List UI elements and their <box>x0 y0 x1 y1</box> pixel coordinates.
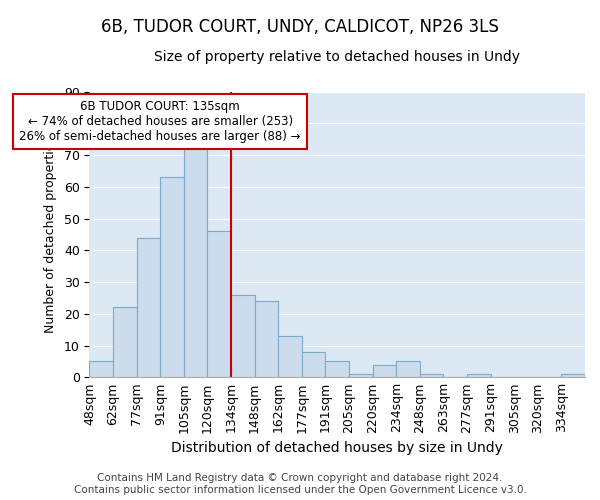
Text: 6B TUDOR COURT: 135sqm
← 74% of detached houses are smaller (253)
26% of semi-de: 6B TUDOR COURT: 135sqm ← 74% of detached… <box>19 100 301 143</box>
Bar <box>325 362 349 378</box>
X-axis label: Distribution of detached houses by size in Undy: Distribution of detached houses by size … <box>172 441 503 455</box>
Bar <box>396 362 420 378</box>
Y-axis label: Number of detached properties: Number of detached properties <box>44 136 57 333</box>
Bar <box>254 301 278 378</box>
Bar <box>113 308 137 378</box>
Bar <box>231 295 254 378</box>
Bar <box>302 352 325 378</box>
Bar <box>373 364 396 378</box>
Text: Contains HM Land Registry data © Crown copyright and database right 2024.
Contai: Contains HM Land Registry data © Crown c… <box>74 474 526 495</box>
Bar <box>137 238 160 378</box>
Bar <box>184 146 208 378</box>
Bar <box>278 336 302 378</box>
Bar <box>160 178 184 378</box>
Title: Size of property relative to detached houses in Undy: Size of property relative to detached ho… <box>154 50 520 64</box>
Bar <box>562 374 585 378</box>
Text: 6B, TUDOR COURT, UNDY, CALDICOT, NP26 3LS: 6B, TUDOR COURT, UNDY, CALDICOT, NP26 3L… <box>101 18 499 36</box>
Bar <box>349 374 373 378</box>
Bar <box>467 374 491 378</box>
Bar <box>89 362 113 378</box>
Bar <box>208 232 231 378</box>
Bar <box>420 374 443 378</box>
